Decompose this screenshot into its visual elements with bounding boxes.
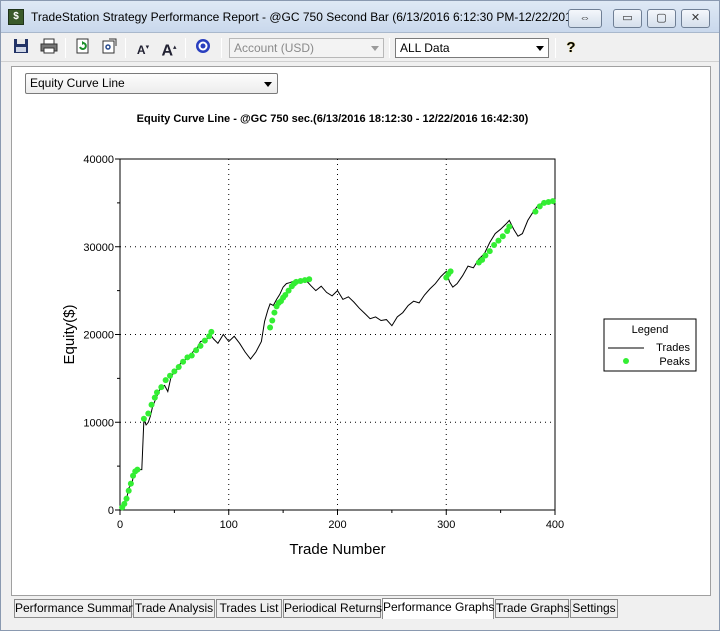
toolbar-separator (221, 38, 222, 58)
toolbar-separator (125, 38, 126, 58)
peak-point (506, 223, 513, 230)
window-title: TradeStation Strategy Performance Report… (31, 10, 592, 24)
minimize-button[interactable]: ▭ (613, 9, 642, 28)
increase-font-icon[interactable]: A▴ (161, 42, 177, 60)
peak-point (549, 198, 556, 205)
app-icon: $ (8, 9, 24, 25)
peak-point (125, 487, 132, 494)
y-tick-label: 20000 (83, 330, 114, 342)
peak-point (123, 495, 130, 502)
tab-trades-list[interactable]: Trades List (216, 599, 282, 618)
x-tick-label: 200 (328, 519, 346, 531)
peak-point (171, 368, 178, 375)
peak-point (499, 233, 506, 240)
settings-icon[interactable] (99, 38, 119, 58)
refresh-icon[interactable] (73, 38, 93, 58)
restore-button[interactable]: ⇔ (568, 9, 602, 28)
legend-box (603, 318, 697, 372)
close-button[interactable]: ✕ (681, 9, 710, 28)
toolbar-separator (389, 38, 390, 58)
peak-point (167, 372, 174, 379)
chevron-down-icon (536, 46, 544, 51)
peak-point (491, 241, 498, 248)
peak-point (148, 401, 155, 408)
peak-point (282, 292, 289, 299)
graph-type-select[interactable]: Equity Curve Line (25, 73, 278, 94)
peak-point (175, 363, 182, 370)
chevron-down-icon (264, 82, 272, 87)
maximize-button[interactable]: ▢ (647, 9, 676, 28)
graph-panel: Equity Curve Line Equity Curve Line - @G… (11, 66, 711, 596)
account-combo-value: Account (USD) (234, 41, 315, 55)
tab-performance-graphs[interactable]: Performance Graphs (382, 598, 494, 619)
legend-trades-label: Trades (656, 342, 690, 354)
peak-point (153, 389, 160, 396)
y-tick-label: 10000 (83, 417, 114, 429)
peak-point (145, 410, 152, 417)
chart-title: Equity Curve Line - @GC 750 sec.(6/13/20… (137, 113, 529, 125)
peak-point (197, 342, 204, 349)
peak-point (306, 276, 313, 283)
data-range-combo[interactable]: ALL Data (395, 38, 549, 58)
peak-point (193, 347, 200, 354)
peak-point (536, 203, 543, 210)
y-axis-label: Equity($) (61, 304, 78, 364)
x-tick-label: 100 (220, 519, 238, 531)
peak-point (267, 324, 274, 331)
toolbar-separator (185, 38, 186, 58)
help-icon[interactable]: ? (566, 39, 576, 56)
peak-point (162, 377, 169, 384)
target-icon[interactable] (193, 38, 213, 58)
peak-point (180, 358, 187, 365)
peak-point (121, 500, 128, 507)
x-tick-label: 400 (546, 519, 564, 531)
peak-point (158, 384, 165, 391)
peak-point (140, 415, 147, 422)
peak-point (208, 328, 215, 335)
x-tick-label: 300 (437, 519, 455, 531)
graph-type-value: Equity Curve Line (30, 76, 125, 90)
toolbar-separator (65, 38, 66, 58)
y-tick-label: 30000 (83, 242, 114, 254)
legend-peaks-label: Peaks (659, 356, 690, 368)
peak-point (486, 248, 493, 255)
peak-point (127, 480, 134, 487)
decrease-font-icon[interactable]: A▾ (136, 43, 150, 57)
x-axis-label: Trade Number (289, 541, 385, 558)
peak-point (532, 208, 539, 215)
tab-trade-graphs[interactable]: Trade Graphs (495, 599, 570, 618)
title-bar[interactable]: $ TradeStation Strategy Performance Repo… (1, 1, 719, 33)
peak-point (201, 337, 208, 344)
peak-point (479, 256, 486, 263)
legend-title: Legend (632, 324, 669, 336)
print-icon[interactable] (39, 38, 59, 58)
y-tick-label: 40000 (83, 154, 114, 166)
peak-point (134, 466, 141, 473)
tab-performance-summary[interactable]: Performance Summary (14, 599, 138, 618)
legend-peaks-swatch (623, 358, 629, 364)
toolbar-separator (555, 38, 556, 58)
x-tick-label: 0 (117, 519, 123, 531)
tab-trade-analysis[interactable]: Trade Analysis (133, 599, 215, 618)
peak-point (151, 394, 158, 401)
toolbar: A▾ A▴ Account (USD) ALL Data ? (1, 34, 719, 62)
equity-curve-chart: Equity Curve Line - @GC 750 sec.(6/13/20… (61, 113, 697, 558)
y-tick-label: 0 (108, 505, 114, 517)
peak-point (495, 237, 502, 244)
tab-settings[interactable]: Settings (570, 599, 618, 618)
data-range-value: ALL Data (400, 41, 450, 55)
peak-point (188, 352, 195, 359)
peak-point (482, 252, 489, 259)
peak-point (285, 287, 292, 294)
tab-periodical-returns[interactable]: Periodical Returns (283, 599, 382, 618)
chevron-down-icon (371, 46, 379, 51)
peak-point (447, 268, 454, 275)
peak-point (269, 317, 276, 324)
account-combo[interactable]: Account (USD) (229, 38, 384, 58)
peak-point (271, 309, 278, 316)
save-icon[interactable] (11, 38, 31, 58)
